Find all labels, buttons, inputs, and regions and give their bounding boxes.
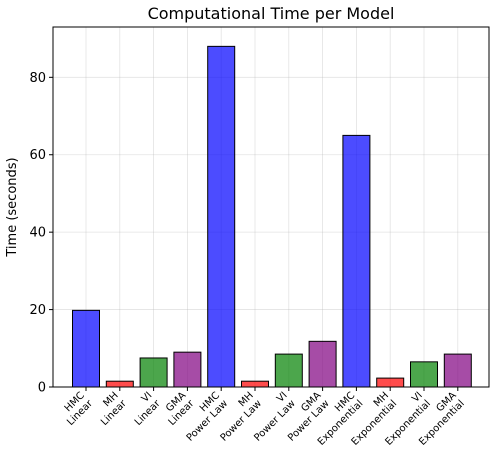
bar: [274, 353, 303, 388]
bar: [443, 353, 472, 388]
bar: [410, 361, 438, 388]
bar: [105, 380, 134, 388]
y-tick-label: 40: [29, 226, 46, 241]
x-tick-label: VILinear: [125, 389, 164, 428]
bar: [376, 377, 405, 388]
y-tick-label: 0: [38, 381, 46, 396]
x-tick-label: MHLinear: [91, 389, 130, 428]
bars: [72, 45, 472, 388]
bar: [173, 351, 202, 388]
y-tick-label: 80: [29, 71, 46, 86]
bar: [241, 380, 269, 388]
y-axis-ticks: 0 20 40 60 80: [29, 71, 53, 396]
y-tick-label: 20: [29, 303, 46, 318]
bar: [207, 45, 236, 388]
chart-title: Computational Time per Model: [148, 4, 395, 23]
x-tick-label: GMALinear: [159, 389, 198, 428]
y-tick-label: 60: [29, 148, 46, 163]
plot-frame: [52, 26, 490, 388]
bar: [72, 309, 100, 388]
grid: [53, 27, 489, 388]
x-tick-label: HMCLinear: [57, 389, 96, 428]
bar: [308, 340, 337, 388]
y-axis-label: Time (seconds): [5, 157, 20, 257]
bar: [139, 357, 168, 388]
bar: [342, 134, 371, 388]
